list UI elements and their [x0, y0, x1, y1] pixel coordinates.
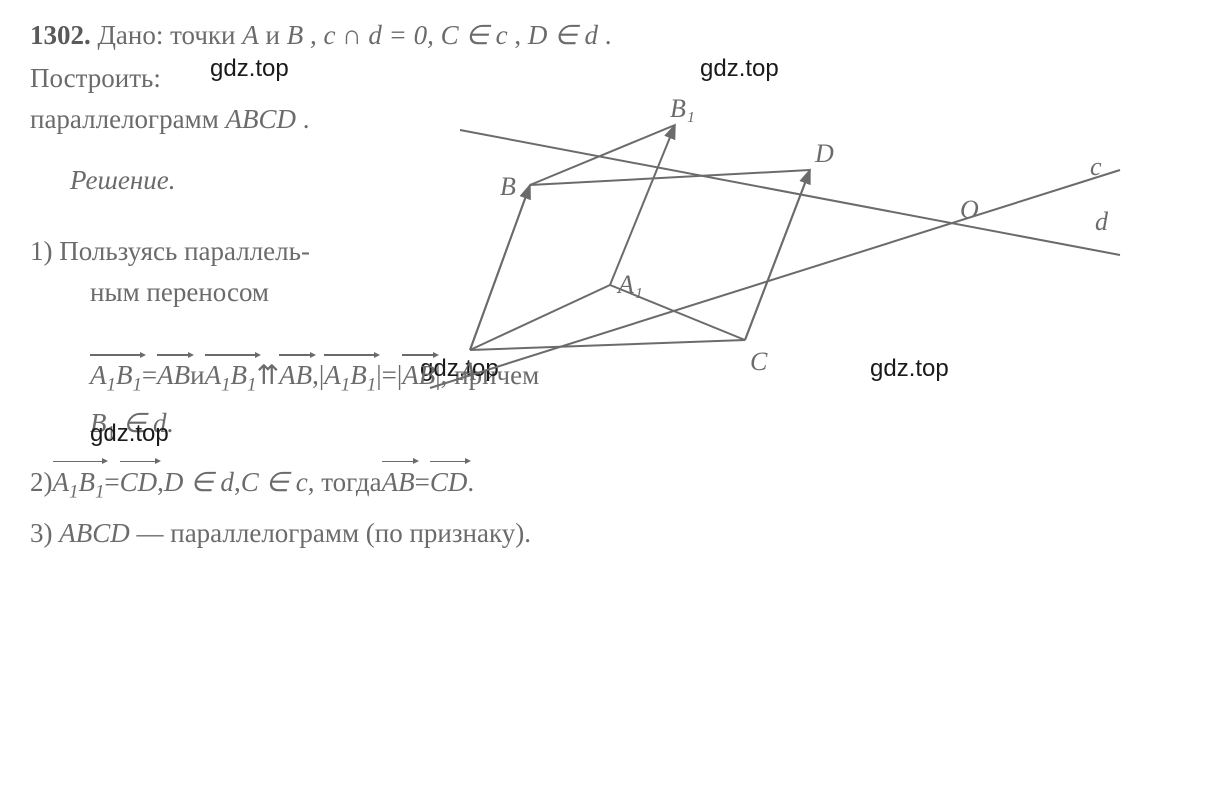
given-label: Дано:: [98, 20, 164, 50]
vec-AB-2: AB: [279, 358, 312, 391]
svg-text:B: B: [500, 172, 516, 201]
svg-text:A₁: A₁: [616, 270, 643, 299]
svg-text:O: O: [960, 195, 979, 224]
point-A: A: [242, 20, 259, 50]
vec-A1B1-s2: A1B1: [53, 465, 105, 503]
step2: 2) A1B1 = CD , D ∈ d , C ∈ c , тогда AB …: [30, 465, 1191, 503]
vec-A1B1-2: A1B1: [205, 358, 257, 396]
step1-B1-in-d: B1 ∈ d.: [90, 408, 1191, 444]
vec-CD: CD: [120, 465, 158, 498]
svg-text:d: d: [1095, 207, 1109, 236]
vec-A1B1-3: A1B1: [324, 358, 376, 396]
svg-text:c: c: [1090, 152, 1102, 181]
problem-given: 1302. Дано: точки A и B , c ∩ d = 0, C ∈…: [30, 20, 1191, 51]
and: и: [266, 20, 287, 50]
solution-label: Решение.: [70, 165, 430, 196]
step1-line2: ным переносом: [90, 277, 430, 308]
c-cap-d: , c ∩ d = 0,: [310, 20, 441, 50]
watermark: gdz.top: [210, 55, 289, 83]
vec-AB-s2: AB: [382, 465, 415, 498]
construct-text: параллелограмм ABCD .: [30, 104, 430, 135]
vec-A1B1: A1B1: [90, 358, 142, 396]
watermark: gdz.top: [90, 420, 169, 448]
geometry-diagram: A B C D A₁ B₁ O c d: [420, 70, 1160, 390]
point-B: B: [287, 20, 304, 50]
given-text: точки: [170, 20, 242, 50]
D-in-d: D ∈ d: [528, 20, 598, 50]
svg-text:A: A: [458, 357, 476, 386]
svg-text:B₁: B₁: [670, 94, 695, 123]
vec-CD-2: CD: [430, 465, 468, 498]
svg-text:C: C: [750, 347, 768, 376]
step1-line1: 1) Пользуясь параллель-: [30, 236, 430, 267]
problem-number: 1302.: [30, 20, 91, 50]
vec-AB: AB: [157, 358, 190, 391]
C-in-c: C ∈ c: [441, 20, 508, 50]
svg-text:D: D: [814, 139, 834, 168]
step3: 3) ABCD — параллелограмм (по признаку).: [30, 518, 1191, 549]
